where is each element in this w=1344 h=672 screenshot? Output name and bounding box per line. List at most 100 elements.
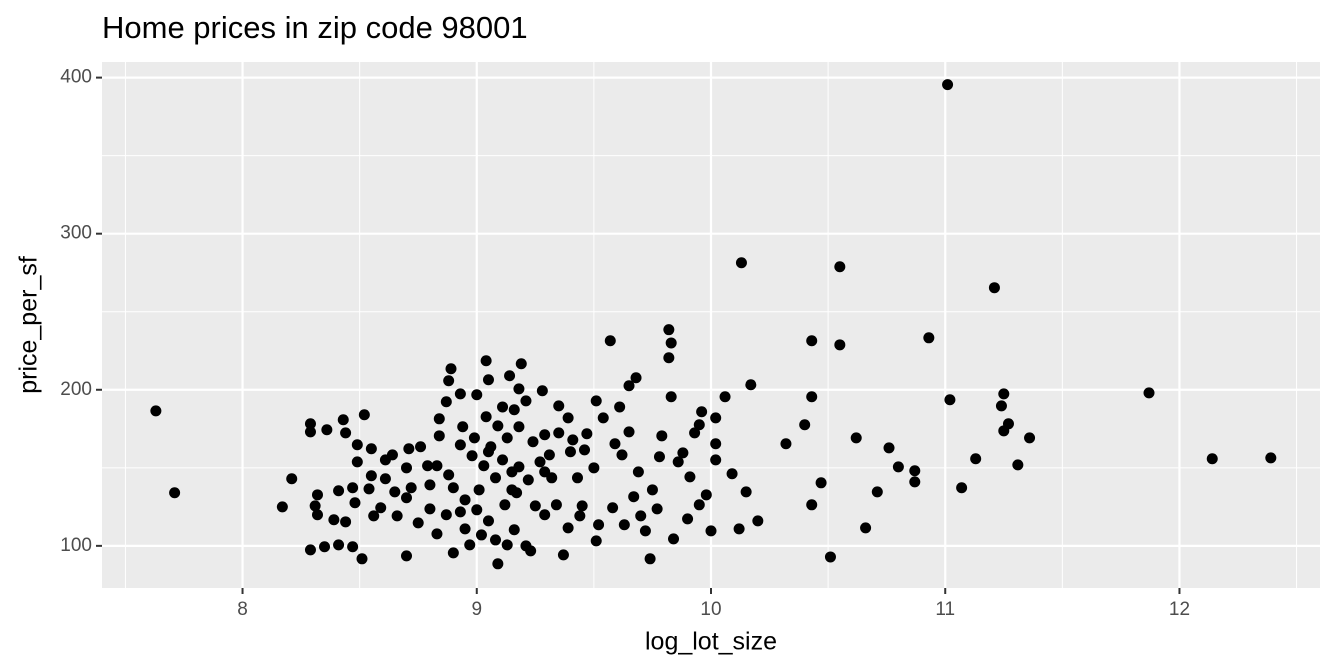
point <box>529 500 541 512</box>
point <box>719 391 731 403</box>
point <box>733 523 745 535</box>
point <box>705 525 717 537</box>
point <box>440 396 452 408</box>
point <box>806 335 818 347</box>
point <box>478 460 490 472</box>
point <box>567 434 579 446</box>
point <box>447 547 459 559</box>
point <box>614 401 626 413</box>
point <box>319 541 331 553</box>
point <box>340 516 352 528</box>
y-tick-label: 100 <box>60 535 92 556</box>
point <box>860 522 872 534</box>
point <box>431 460 443 472</box>
point <box>628 491 640 503</box>
point <box>443 469 455 481</box>
point <box>745 379 757 391</box>
point <box>150 405 162 417</box>
point <box>710 412 722 424</box>
point <box>473 484 485 496</box>
point <box>684 471 696 483</box>
point <box>651 503 663 515</box>
point <box>557 549 569 561</box>
point <box>665 391 677 403</box>
point <box>401 462 412 474</box>
point <box>480 355 492 367</box>
point <box>527 436 539 448</box>
x-axis-label: log_lot_size <box>645 628 777 656</box>
point <box>333 485 345 497</box>
point <box>623 426 635 438</box>
point <box>710 454 722 466</box>
x-tick-label: 8 <box>237 599 248 620</box>
point <box>445 363 457 375</box>
point <box>482 446 494 458</box>
point <box>431 528 443 540</box>
point <box>995 400 1007 412</box>
point <box>740 486 752 498</box>
point <box>464 539 476 551</box>
chart-title: Home prices in zip code 98001 <box>102 10 528 45</box>
point <box>511 487 523 499</box>
point <box>471 389 483 401</box>
point <box>576 500 588 512</box>
point <box>534 456 546 468</box>
point <box>553 427 565 439</box>
point <box>497 454 509 466</box>
point <box>504 370 516 382</box>
point <box>700 489 712 501</box>
point <box>454 506 466 518</box>
point <box>454 439 466 451</box>
point <box>581 428 593 440</box>
point <box>850 432 862 444</box>
point <box>169 487 181 499</box>
point <box>480 411 492 423</box>
y-tick-label: 400 <box>60 67 92 88</box>
point <box>588 462 600 474</box>
point <box>351 439 363 451</box>
point <box>892 461 904 473</box>
point <box>834 339 846 351</box>
point <box>871 486 883 498</box>
point <box>508 404 520 416</box>
point <box>923 332 935 344</box>
point <box>482 374 494 386</box>
point <box>970 453 982 465</box>
point <box>447 482 459 494</box>
point <box>735 257 747 269</box>
point <box>944 394 956 406</box>
point <box>475 529 487 541</box>
point <box>590 535 602 547</box>
point <box>365 443 377 455</box>
point <box>513 383 525 395</box>
point <box>653 451 665 463</box>
point <box>632 466 644 478</box>
x-tick-label: 9 <box>471 599 482 620</box>
point <box>356 553 368 565</box>
point <box>834 261 846 273</box>
point <box>321 424 333 436</box>
point <box>515 358 527 370</box>
point <box>630 372 642 384</box>
point <box>276 501 288 513</box>
point <box>646 484 658 496</box>
point <box>609 438 621 450</box>
point <box>459 494 471 506</box>
point <box>368 510 380 522</box>
point <box>501 432 513 444</box>
point <box>618 519 630 531</box>
point <box>539 509 551 521</box>
point <box>571 472 583 484</box>
point <box>328 514 340 526</box>
point <box>443 375 455 387</box>
point <box>799 419 811 431</box>
point <box>639 525 651 537</box>
point <box>546 472 558 484</box>
x-tick-label: 10 <box>700 599 721 620</box>
point <box>663 324 675 336</box>
point <box>340 427 352 439</box>
point <box>286 473 298 485</box>
point <box>574 510 586 522</box>
point <box>424 503 436 515</box>
